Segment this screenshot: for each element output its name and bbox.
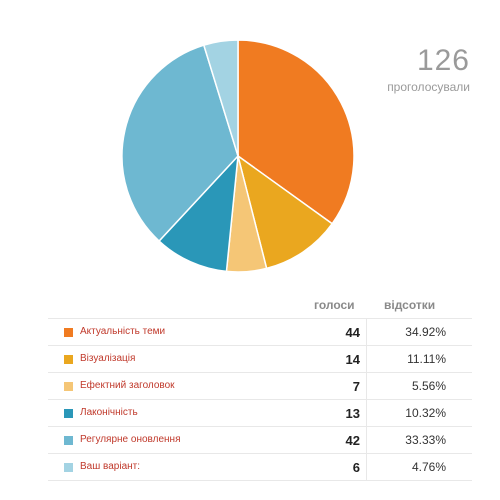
votes-column-header: голоси [314,298,355,312]
legend-swatch [64,436,73,445]
column-divider [366,373,367,399]
pie-slice-1 [237,39,355,225]
pie-chart-area: 126 проголосували [121,39,470,273]
vote-percent: 4.76% [411,460,446,474]
vote-count: 14 [345,352,360,367]
result-row: Ваш варіант: 6 4.76% [48,453,472,481]
pie-slice-5 [121,44,239,243]
pie-chart [121,39,355,273]
column-divider [366,346,367,372]
total-votes-count: 126 [416,44,470,77]
result-row: Ефектний заголовок 7 5.56% [48,372,472,399]
option-label: Ефектний заголовок [80,380,175,391]
column-divider [366,427,367,453]
total-votes-label: проголосували [387,80,470,94]
results-header: голоси відсотки [48,292,472,318]
vote-percent: 34.92% [405,325,446,339]
vote-count: 6 [352,460,360,475]
vote-count: 13 [345,406,360,421]
option-label: Візуалізація [80,353,136,364]
legend-swatch [64,463,73,472]
results-table: голоси відсотки Актуальність теми 44 34.92… [48,292,472,481]
vote-percent: 5.56% [411,379,446,393]
vote-count: 7 [352,379,360,394]
vote-count: 42 [345,433,360,448]
column-divider [366,319,367,345]
option-label: Регулярне оновлення [80,434,181,445]
result-row: Актуальність теми 44 34.92% [48,318,472,345]
percent-column-header: відсотки [384,298,436,312]
pie-slice-2 [236,154,334,270]
legend-swatch [64,382,73,391]
legend-swatch [64,355,73,364]
option-label: Ваш варіант: [80,461,141,472]
results-rows: Актуальність теми 44 34.92% Візуалізація 14 1… [48,318,472,481]
vote-count: 44 [345,325,360,340]
option-label: Актуальність теми [80,326,166,337]
legend-swatch [64,328,73,337]
vote-percent: 33.33% [405,433,446,447]
result-row: Регулярне оновлення 42 33.33% [48,426,472,453]
result-row: Візуалізація 14 11.11% [48,345,472,372]
pie-slice-6 [202,39,239,157]
option-label: Лаконічність [80,407,138,418]
legend-swatch [64,409,73,418]
pie-slice-4 [158,153,239,273]
column-divider [366,400,367,426]
column-divider [366,454,367,480]
result-row: Лаконічність 13 10.32% [48,399,472,426]
vote-percent: 10.32% [405,406,446,420]
vote-percent: 11.11% [407,352,446,366]
